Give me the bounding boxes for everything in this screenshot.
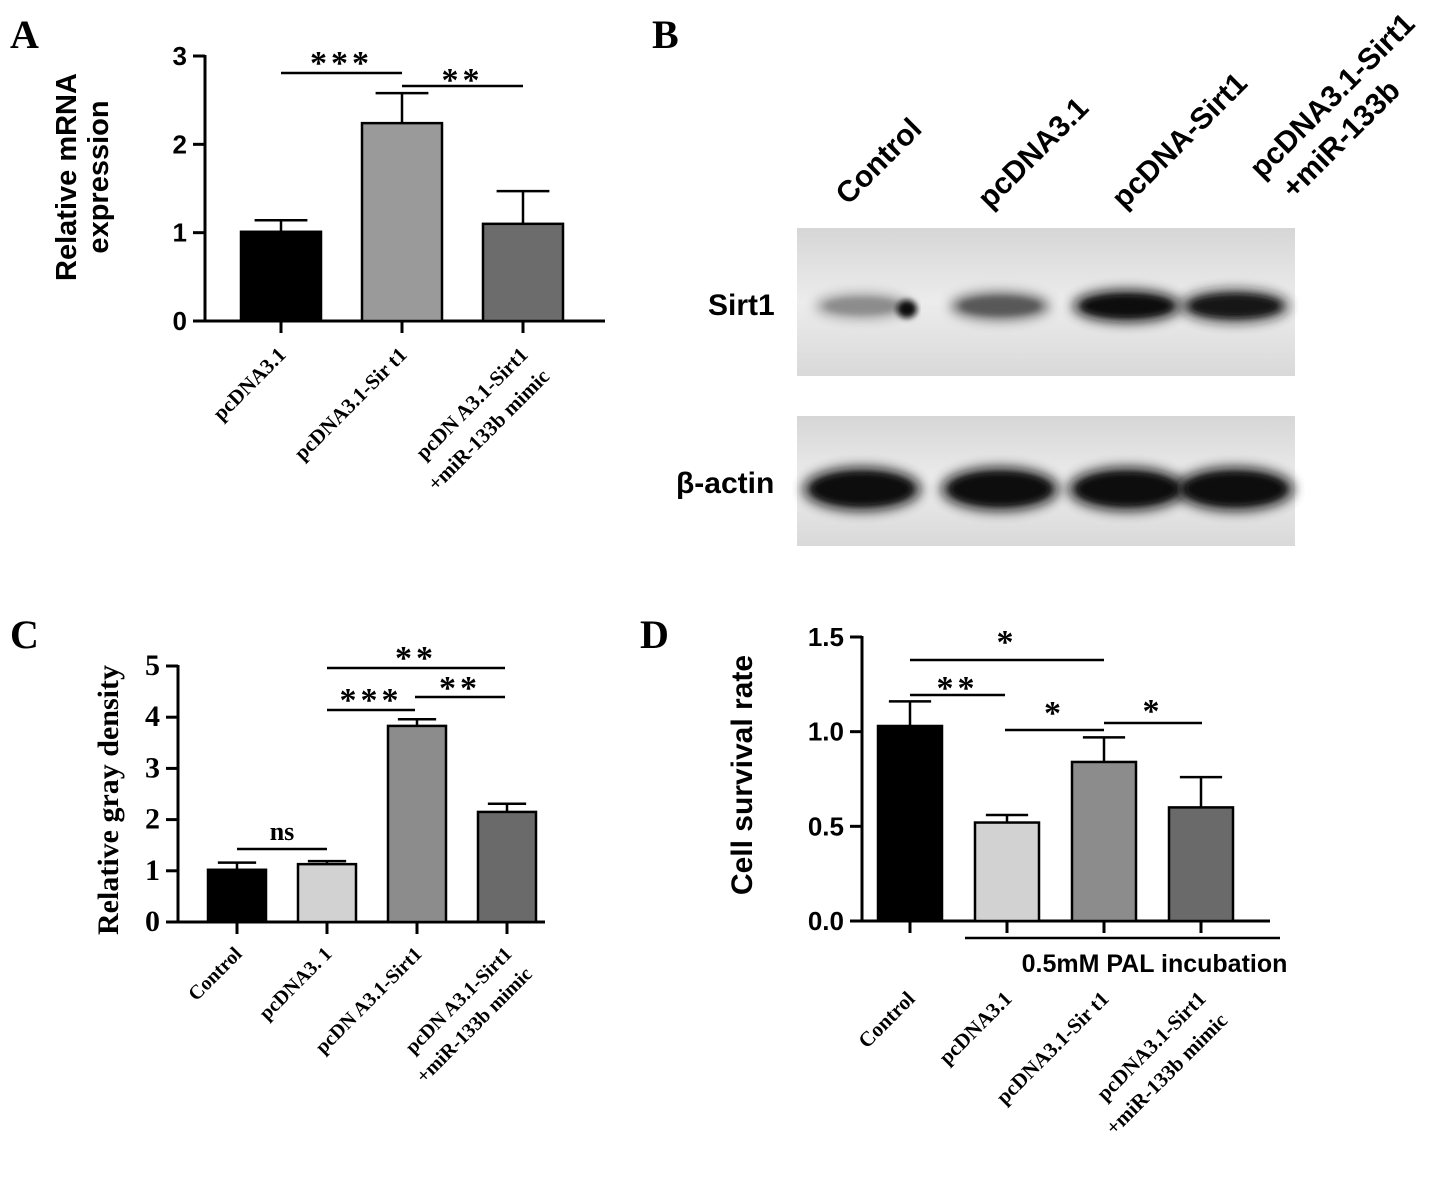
significance-label-c: **: [439, 670, 481, 707]
y-axis-title-a: expression: [83, 100, 115, 253]
y-axis-title-a: Relative mRNA: [51, 73, 83, 281]
x-tick-label-d: pcDNA3.1: [934, 987, 1017, 1070]
y-tick-label-a: 1: [173, 218, 187, 248]
western-blot: Control pcDNA3.1 pcDNA-Sirt1 pcDNA3.1-Si…: [676, 7, 1421, 546]
blot-band-core-actin: [1186, 473, 1284, 505]
x-tick-label-a: pcDNA3.1-Sir t1: [289, 343, 411, 465]
y-axis-title-c: Relative gray density: [92, 665, 125, 935]
blot-row-label-actin: β-actin: [676, 467, 774, 500]
bar-a: [360, 121, 444, 323]
y-tick-label-d: 0.5: [808, 811, 844, 841]
bar-d: [1070, 760, 1138, 923]
bar-c: [296, 862, 358, 924]
bar-c: [476, 810, 538, 924]
panel-label-d: D: [640, 612, 669, 657]
blot-band-core-sirt1: [1082, 295, 1172, 317]
x-tick-label-d: Control: [853, 986, 919, 1052]
y-axis-title-d: Cell survival rate: [726, 655, 759, 895]
chart-panel-a: 0 1 2 3 Relative mRNA expression pcDNA3.1pcDNA…: [51, 41, 605, 496]
bar-d: [876, 724, 944, 923]
bar-d: [973, 821, 1041, 923]
significance-label-d: *: [1143, 693, 1164, 730]
x-tick-label-a: pcDNA3.1: [208, 343, 291, 426]
blot-spot: [897, 300, 917, 318]
significance-label-d: *: [997, 624, 1018, 661]
blot-row-label-sirt1: Sirt1: [708, 289, 775, 322]
bar-a: [239, 230, 323, 323]
x-tick-label-c: pcDNA3. 1: [255, 943, 337, 1025]
y-tick-label-c: 5: [145, 649, 160, 682]
y-tick-label-a: 3: [173, 41, 187, 71]
significance-label-a: **: [442, 62, 484, 99]
y-tick-label-c: 3: [145, 751, 160, 784]
panel-label-b: B: [652, 12, 679, 57]
y-tick-label-c: 0: [145, 905, 160, 938]
significance-label-c: ***: [340, 682, 403, 719]
significance-label-d: *: [1044, 695, 1065, 732]
significance-label-c: ns: [270, 817, 295, 846]
blot-band-core-actin: [951, 473, 1049, 505]
y-tick-label-c: 1: [145, 854, 160, 887]
blot-lane-label-sirt1: pcDNA-Sirt1: [1106, 67, 1254, 215]
blot-band-core-actin: [813, 473, 911, 505]
x-tick-label-c: Control: [184, 943, 247, 1006]
y-tick-label-d: 0.0: [808, 906, 844, 936]
blot-band-core-actin: [1078, 473, 1176, 505]
chart-panel-c: 0 1 2 3 4 5 Relative gray density Control pcDNA3…: [92, 640, 545, 1088]
blot-band-core-sirt1: [1191, 296, 1279, 316]
y-tick-label-a: 2: [173, 129, 187, 159]
bar-c: [206, 868, 268, 924]
bar-c: [386, 724, 448, 924]
significance-label-c: **: [395, 640, 437, 677]
y-tick-label-d: 1.5: [808, 622, 844, 652]
blot-band-core-sirt1: [825, 298, 899, 314]
blot-band-core-sirt1: [960, 297, 1040, 315]
y-tick-label-c: 2: [145, 803, 160, 836]
bar-a: [481, 222, 565, 323]
bar-d: [1167, 806, 1235, 923]
group-label-d: 0.5mM PAL incubation: [1022, 950, 1288, 978]
panel-label-a: A: [10, 12, 39, 57]
significance-label-a: ***: [310, 45, 373, 82]
y-tick-label-d: 1.0: [808, 717, 844, 747]
blot-lane-label-pcdna: pcDNA3.1: [972, 91, 1096, 215]
significance-label-d: **: [937, 670, 979, 707]
panel-label-c: C: [10, 612, 39, 657]
y-tick-label-c: 4: [145, 700, 160, 733]
y-tick-label-a: 0: [173, 306, 187, 336]
blot-lane-label-control: Control: [830, 112, 929, 211]
chart-panel-d: 0.0 0.5 1.0 1.5 Cell survival rate Control pcD…: [726, 622, 1287, 1140]
